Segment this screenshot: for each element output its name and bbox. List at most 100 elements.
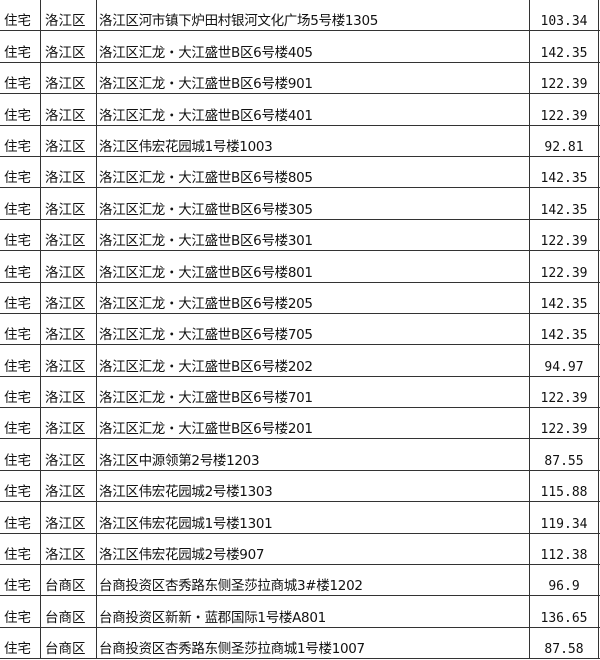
district-cell: 洛江区 <box>41 94 97 125</box>
area-cell: 119.34 <box>530 502 599 533</box>
area-cell: 142.35 <box>530 282 599 313</box>
type-cell: 住宅 <box>0 313 41 345</box>
type-cell: 住宅 <box>0 31 41 62</box>
table-row: 住宅 洛江区 洛江区汇龙・大江盛世B区6号楼401 122.39 <box>0 94 600 126</box>
address-cell: 洛江区伟宏花园城2号楼907 <box>97 533 530 565</box>
area-cell: 87.55 <box>530 439 599 470</box>
table-row: 住宅 洛江区 洛江区汇龙・大江盛世B区6号楼805 142.35 <box>0 156 600 189</box>
address-cell: 台商投资区新新・蓝郡国际1号楼A801 <box>97 596 530 627</box>
table-row: 住宅 洛江区 洛江区河市镇下炉田村银河文化广场5号楼1305 103.34 <box>0 0 600 32</box>
table-row: 住宅 洛江区 洛江区汇龙・大江盛世B区6号楼405 142.35 <box>0 31 600 63</box>
table-row: 住宅 台商区 台商投资区杏秀路东侧圣莎拉商城1号楼1007 87.58 <box>0 627 600 660</box>
table-row: 住宅 洛江区 洛江区汇龙・大江盛世B区6号楼202 94.97 <box>0 345 600 377</box>
type-cell: 住宅 <box>0 282 41 313</box>
address-cell: 洛江区汇龙・大江盛世B区6号楼305 <box>97 188 530 219</box>
address-cell: 洛江区汇龙・大江盛世B区6号楼701 <box>97 376 530 408</box>
table-row: 住宅 洛江区 洛江区伟宏花园城2号楼907 112.38 <box>0 533 600 566</box>
table-row: 住宅 洛江区 洛江区汇龙・大江盛世B区6号楼701 122.39 <box>0 376 600 409</box>
type-cell: 住宅 <box>0 408 41 439</box>
district-cell: 洛江区 <box>41 408 97 439</box>
area-cell: 115.88 <box>530 470 599 502</box>
table-row: 住宅 洛江区 洛江区伟宏花园城1号楼1301 119.34 <box>0 502 600 534</box>
address-cell: 洛江区汇龙・大江盛世B区6号楼201 <box>97 408 530 439</box>
district-cell: 洛江区 <box>41 345 97 376</box>
type-cell: 住宅 <box>0 376 41 408</box>
address-cell: 洛江区伟宏花园城1号楼1301 <box>97 502 530 533</box>
area-cell: 122.39 <box>530 94 599 125</box>
table-row: 住宅 洛江区 洛江区伟宏花园城2号楼1303 115.88 <box>0 470 600 503</box>
address-cell: 洛江区汇龙・大江盛世B区6号楼805 <box>97 156 530 188</box>
address-cell: 洛江区汇龙・大江盛世B区6号楼301 <box>97 219 530 251</box>
type-cell: 住宅 <box>0 627 41 659</box>
type-cell: 住宅 <box>0 439 41 470</box>
district-cell: 洛江区 <box>41 282 97 313</box>
address-cell: 洛江区伟宏花园城1号楼1003 <box>97 125 530 156</box>
address-cell: 洛江区河市镇下炉田村银河文化广场5号楼1305 <box>97 0 530 31</box>
area-cell: 122.39 <box>530 62 599 94</box>
address-cell: 台商投资区杏秀路东侧圣莎拉商城3#楼1202 <box>97 565 530 596</box>
address-cell: 洛江区汇龙・大江盛世B区6号楼801 <box>97 251 530 282</box>
type-cell: 住宅 <box>0 502 41 533</box>
area-cell: 122.39 <box>530 219 599 251</box>
table-row: 住宅 洛江区 洛江区伟宏花园城1号楼1003 92.81 <box>0 125 600 157</box>
address-cell: 洛江区汇龙・大江盛世B区6号楼901 <box>97 62 530 94</box>
district-cell: 洛江区 <box>41 188 97 219</box>
district-cell: 洛江区 <box>41 502 97 533</box>
address-cell: 台商投资区杏秀路东侧圣莎拉商城1号楼1007 <box>97 627 530 659</box>
type-cell: 住宅 <box>0 345 41 376</box>
type-cell: 住宅 <box>0 596 41 627</box>
area-cell: 142.35 <box>530 156 599 188</box>
district-cell: 台商区 <box>41 627 97 659</box>
type-cell: 住宅 <box>0 156 41 188</box>
table-row: 住宅 台商区 台商投资区杏秀路东侧圣莎拉商城3#楼1202 96.9 <box>0 565 600 597</box>
area-cell: 122.39 <box>530 251 599 282</box>
district-cell: 洛江区 <box>41 251 97 282</box>
district-cell: 洛江区 <box>41 313 97 345</box>
area-cell: 122.39 <box>530 408 599 439</box>
type-cell: 住宅 <box>0 94 41 125</box>
type-cell: 住宅 <box>0 219 41 251</box>
district-cell: 洛江区 <box>41 533 97 565</box>
district-cell: 洛江区 <box>41 0 97 31</box>
table-row: 住宅 洛江区 洛江区中源领第2号楼1203 87.55 <box>0 439 600 471</box>
area-cell: 122.39 <box>530 376 599 408</box>
area-cell: 112.38 <box>530 533 599 565</box>
address-cell: 洛江区汇龙・大江盛世B区6号楼205 <box>97 282 530 313</box>
district-cell: 台商区 <box>41 565 97 596</box>
address-cell: 洛江区汇龙・大江盛世B区6号楼401 <box>97 94 530 125</box>
area-cell: 94.97 <box>530 345 599 376</box>
type-cell: 住宅 <box>0 251 41 282</box>
table-row: 住宅 洛江区 洛江区汇龙・大江盛世B区6号楼201 122.39 <box>0 408 600 440</box>
table-row: 住宅 洛江区 洛江区汇龙・大江盛世B区6号楼801 122.39 <box>0 251 600 283</box>
address-cell: 洛江区中源领第2号楼1203 <box>97 439 530 470</box>
type-cell: 住宅 <box>0 470 41 502</box>
area-cell: 92.81 <box>530 125 599 156</box>
table-row: 住宅 洛江区 洛江区汇龙・大江盛世B区6号楼301 122.39 <box>0 219 600 252</box>
district-cell: 洛江区 <box>41 31 97 62</box>
type-cell: 住宅 <box>0 0 41 31</box>
district-cell: 洛江区 <box>41 470 97 502</box>
address-cell: 洛江区汇龙・大江盛世B区6号楼405 <box>97 31 530 62</box>
area-cell: 142.35 <box>530 313 599 345</box>
area-cell: 136.65 <box>530 596 599 627</box>
table-row: 住宅 洛江区 洛江区汇龙・大江盛世B区6号楼901 122.39 <box>0 62 600 95</box>
district-cell: 洛江区 <box>41 219 97 251</box>
address-cell: 洛江区汇龙・大江盛世B区6号楼705 <box>97 313 530 345</box>
area-cell: 96.9 <box>530 565 599 596</box>
district-cell: 洛江区 <box>41 156 97 188</box>
district-cell: 洛江区 <box>41 376 97 408</box>
type-cell: 住宅 <box>0 188 41 219</box>
type-cell: 住宅 <box>0 565 41 596</box>
table-row: 住宅 洛江区 洛江区汇龙・大江盛世B区6号楼705 142.35 <box>0 313 600 346</box>
type-cell: 住宅 <box>0 533 41 565</box>
district-cell: 洛江区 <box>41 62 97 94</box>
table-row: 住宅 洛江区 洛江区汇龙・大江盛世B区6号楼205 142.35 <box>0 282 600 314</box>
table-row: 住宅 洛江区 洛江区汇龙・大江盛世B区6号楼305 142.35 <box>0 188 600 220</box>
type-cell: 住宅 <box>0 125 41 156</box>
area-cell: 87.58 <box>530 627 599 659</box>
district-cell: 洛江区 <box>41 439 97 470</box>
area-cell: 103.34 <box>530 0 599 31</box>
district-cell: 洛江区 <box>41 125 97 156</box>
area-cell: 142.35 <box>530 188 599 219</box>
